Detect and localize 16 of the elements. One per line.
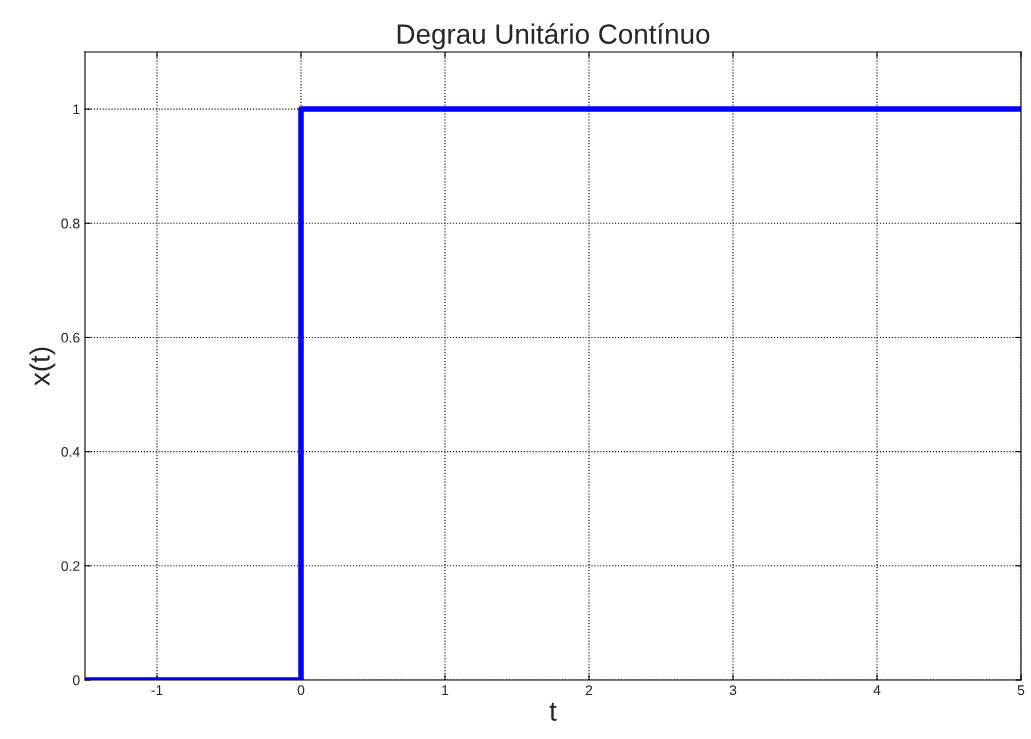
chart-title: Degrau Unitário Contínuo [397, 23, 710, 50]
y-tick-label: 0.2 [61, 561, 80, 571]
x-tick-label: 1 [442, 685, 449, 695]
x-tick-label: 4 [873, 685, 881, 695]
y-tick-label: 0 [72, 675, 80, 686]
x-tick-label: 2 [585, 685, 593, 695]
y-axis-title: x(t) [29, 347, 56, 386]
y-tick-label: 0.4 [61, 446, 80, 457]
x-axis-title: t [549, 702, 557, 721]
x-tick-label: 3 [729, 685, 737, 696]
x-tick-label: 5 [1017, 685, 1025, 696]
y-tick-label: 1 [73, 104, 80, 115]
y-tick-label: 0.6 [61, 332, 80, 343]
x-tick-label: -1 [151, 685, 163, 695]
x-tick-label: 0 [297, 685, 305, 696]
y-tick-label: 0.8 [61, 218, 80, 229]
